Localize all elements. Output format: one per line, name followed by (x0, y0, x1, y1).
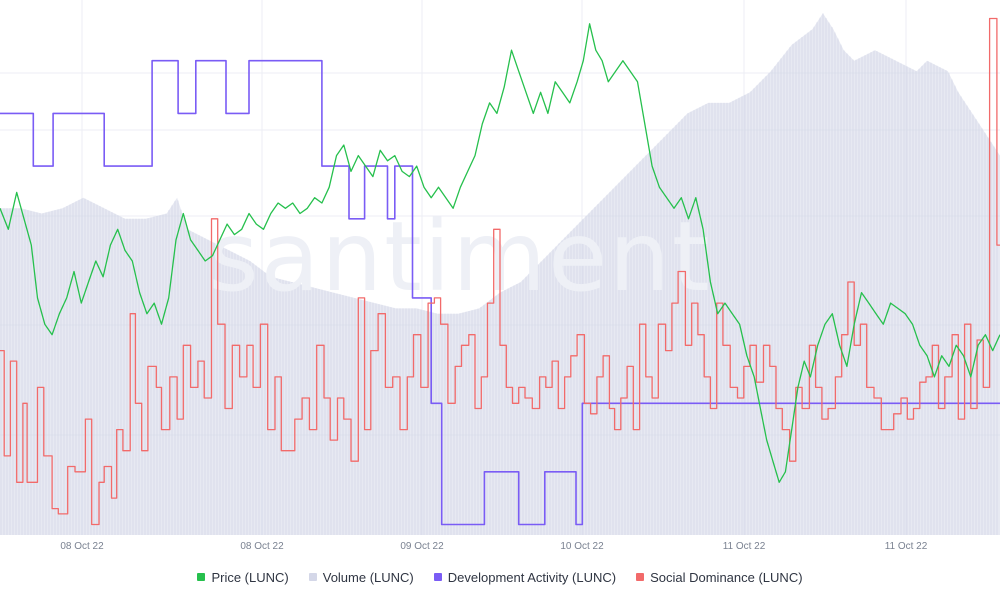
legend-item-volume[interactable]: Volume (LUNC) (308, 569, 414, 585)
legend-label: Volume (LUNC) (322, 569, 414, 585)
price-series (0, 23, 1000, 483)
x-tick-label: 11 Oct 22 (723, 541, 766, 552)
legend-item-dev-activity[interactable]: Development Activity (LUNC) (433, 569, 617, 585)
legend-swatch (308, 573, 317, 581)
chart-plot-area[interactable]: santiment 08 Oct 22 08 Oct 22 09 Oct 22 10 … (0, 0, 1000, 560)
x-tick-label: 08 Oct 22 (240, 541, 284, 552)
volume-series (0, 13, 1000, 536)
santiment-watermark: santiment (208, 201, 711, 313)
social-dominance-line (0, 17, 1000, 526)
legend-item-social-dominance[interactable]: Social Dominance (LUNC) (636, 569, 803, 585)
legend: Price (LUNC) Volume (LUNC) Development Act… (0, 566, 1000, 588)
legend-swatch (636, 573, 645, 581)
legend-swatch (197, 573, 206, 581)
legend-label: Social Dominance (LUNC) (650, 569, 803, 585)
legend-item-price[interactable]: Price (LUNC) (197, 569, 289, 585)
x-tick-label: 08 Oct 22 (60, 541, 104, 552)
dev-activity-line (0, 59, 1000, 526)
x-tick-label: 10 Oct 22 (560, 541, 604, 552)
legend-swatch (433, 573, 442, 581)
development-activity-series (0, 59, 1000, 526)
x-tick-label: 11 Oct 22 (885, 541, 928, 552)
social-dominance-series (0, 17, 1000, 526)
legend-label: Price (LUNC) (211, 569, 289, 585)
x-tick-label: 09 Oct 22 (400, 541, 444, 552)
x-axis-ticks: 08 Oct 22 08 Oct 22 09 Oct 22 10 Oct 22 11 O… (60, 541, 927, 552)
legend-label: Development Activity (LUNC) (447, 569, 617, 585)
price-line (0, 23, 1000, 483)
